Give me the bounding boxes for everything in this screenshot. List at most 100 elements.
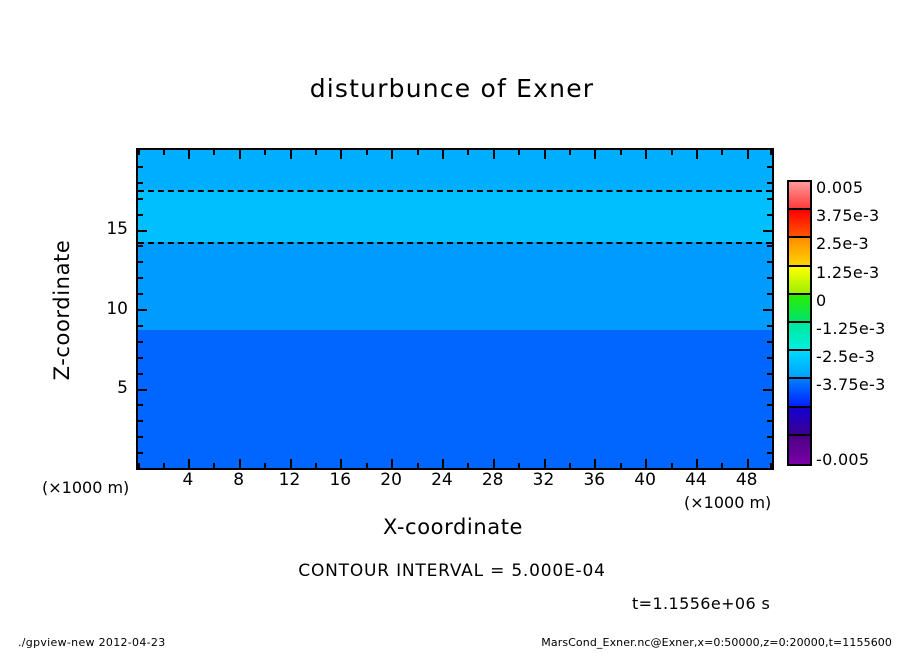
x-tick-label: 40 — [634, 470, 656, 490]
y-tick-minor-right — [767, 340, 772, 343]
x-tick-major — [543, 459, 546, 468]
colorbar-tick-label: 2.5e-3 — [816, 234, 870, 254]
y-tick-minor-right — [767, 213, 772, 216]
x-tick-major — [289, 459, 292, 468]
colorbar-band — [789, 379, 810, 408]
colorbar-tick-label: 1.25e-3 — [816, 262, 880, 282]
x-tick-minor-top — [264, 150, 267, 155]
y-tick-major — [138, 229, 147, 232]
x-tick-major-top — [238, 150, 241, 159]
y-tick-minor-right — [767, 452, 772, 455]
y-tick-minor — [138, 293, 143, 296]
x-tick-label: 36 — [583, 470, 606, 490]
x-tick-minor-top — [138, 150, 140, 155]
y-tick-minor-right — [767, 356, 772, 359]
x-tick-minor — [416, 463, 419, 468]
contour-interval-label: CONTOUR INTERVAL = 5.000E-04 — [298, 561, 606, 581]
y-tick-minor-right — [767, 420, 772, 423]
x-tick-minor — [721, 463, 724, 468]
field-band — [138, 330, 772, 468]
y-tick-minor-right — [767, 245, 772, 248]
x-tick-minor — [619, 463, 622, 468]
y-tick-label: 15 — [106, 219, 128, 239]
x-tick-minor-top — [770, 150, 772, 155]
x-tick-major-top — [594, 150, 597, 159]
y-tick-minor-right — [767, 293, 772, 296]
y-tick-minor — [138, 181, 143, 184]
x-tick-minor-top — [416, 150, 419, 155]
y-tick-minor — [138, 197, 143, 200]
x-tick-major-top — [695, 150, 698, 159]
y-tick-major-right — [763, 388, 772, 391]
x-tick-major — [695, 459, 698, 468]
x-tick-major — [441, 459, 444, 468]
colorbar-band — [789, 210, 810, 239]
x-tick-minor-top — [670, 150, 673, 155]
x-tick-major-top — [492, 150, 495, 159]
x-tick-major-top — [441, 150, 444, 159]
x-tick-minor — [162, 463, 165, 468]
x-tick-minor-top — [365, 150, 368, 155]
y-axis-units: (×1000 m) — [42, 478, 130, 497]
x-tick-major-top — [746, 150, 749, 159]
y-tick-minor — [138, 165, 143, 168]
footer-command: ./gpview-new 2012-04-23 — [18, 636, 166, 649]
x-tick-minor — [138, 463, 140, 468]
x-axis-units: (×1000 m) — [684, 493, 772, 512]
x-tick-minor — [670, 463, 673, 468]
colorbar-band — [789, 266, 810, 295]
x-tick-major-top — [187, 150, 190, 159]
x-tick-major — [391, 459, 394, 468]
colorbar-tick-label: -0.005 — [816, 450, 870, 469]
y-tick-label: 10 — [106, 298, 128, 319]
x-tick-minor — [365, 463, 368, 468]
y-tick-major — [138, 388, 147, 391]
x-tick-minor — [264, 463, 267, 468]
y-tick-minor — [138, 356, 143, 359]
x-tick-label: 16 — [329, 470, 352, 490]
y-tick-major-right — [763, 229, 772, 232]
x-tick-major-top — [289, 150, 292, 159]
x-tick-label: 28 — [481, 470, 504, 490]
x-tick-label: 44 — [685, 470, 707, 490]
x-tick-major — [746, 459, 749, 468]
y-tick-minor-right — [767, 436, 772, 439]
x-tick-major — [492, 459, 495, 468]
x-tick-major — [594, 459, 597, 468]
x-tick-major — [645, 459, 648, 468]
x-tick-major-top — [340, 150, 343, 159]
x-tick-major — [187, 459, 190, 468]
colorbar — [787, 180, 812, 466]
x-tick-major — [340, 459, 343, 468]
y-tick-minor — [138, 436, 143, 439]
colorbar-band — [789, 182, 810, 211]
y-tick-minor-right — [767, 324, 772, 327]
y-tick-minor — [138, 372, 143, 375]
field-band — [138, 242, 772, 330]
x-tick-minor — [518, 463, 521, 468]
y-tick-minor — [138, 213, 143, 216]
x-tick-major-top — [391, 150, 394, 159]
y-tick-major — [138, 309, 147, 311]
x-tick-minor-top — [518, 150, 521, 155]
y-tick-minor-right — [767, 165, 772, 168]
colorbar-band — [789, 238, 810, 267]
x-tick-major-top — [645, 150, 648, 159]
x-tick-label: 32 — [532, 470, 555, 490]
page-title: disturbunce of Exner — [309, 74, 595, 103]
x-tick-minor-top — [314, 150, 317, 155]
y-tick-minor-right — [767, 181, 772, 184]
y-tick-minor — [138, 324, 143, 327]
plot-area — [136, 148, 774, 470]
y-tick-minor-right — [767, 404, 772, 407]
x-tick-minor — [314, 463, 317, 468]
y-tick-minor — [138, 404, 143, 407]
x-tick-minor — [213, 463, 216, 468]
y-tick-minor — [138, 277, 143, 280]
colorbar-band — [789, 407, 810, 436]
y-tick-minor-right — [767, 277, 772, 280]
x-tick-major — [238, 459, 241, 468]
field-band — [138, 190, 772, 242]
x-tick-minor-top — [213, 150, 216, 155]
x-tick-label: 12 — [278, 470, 301, 490]
